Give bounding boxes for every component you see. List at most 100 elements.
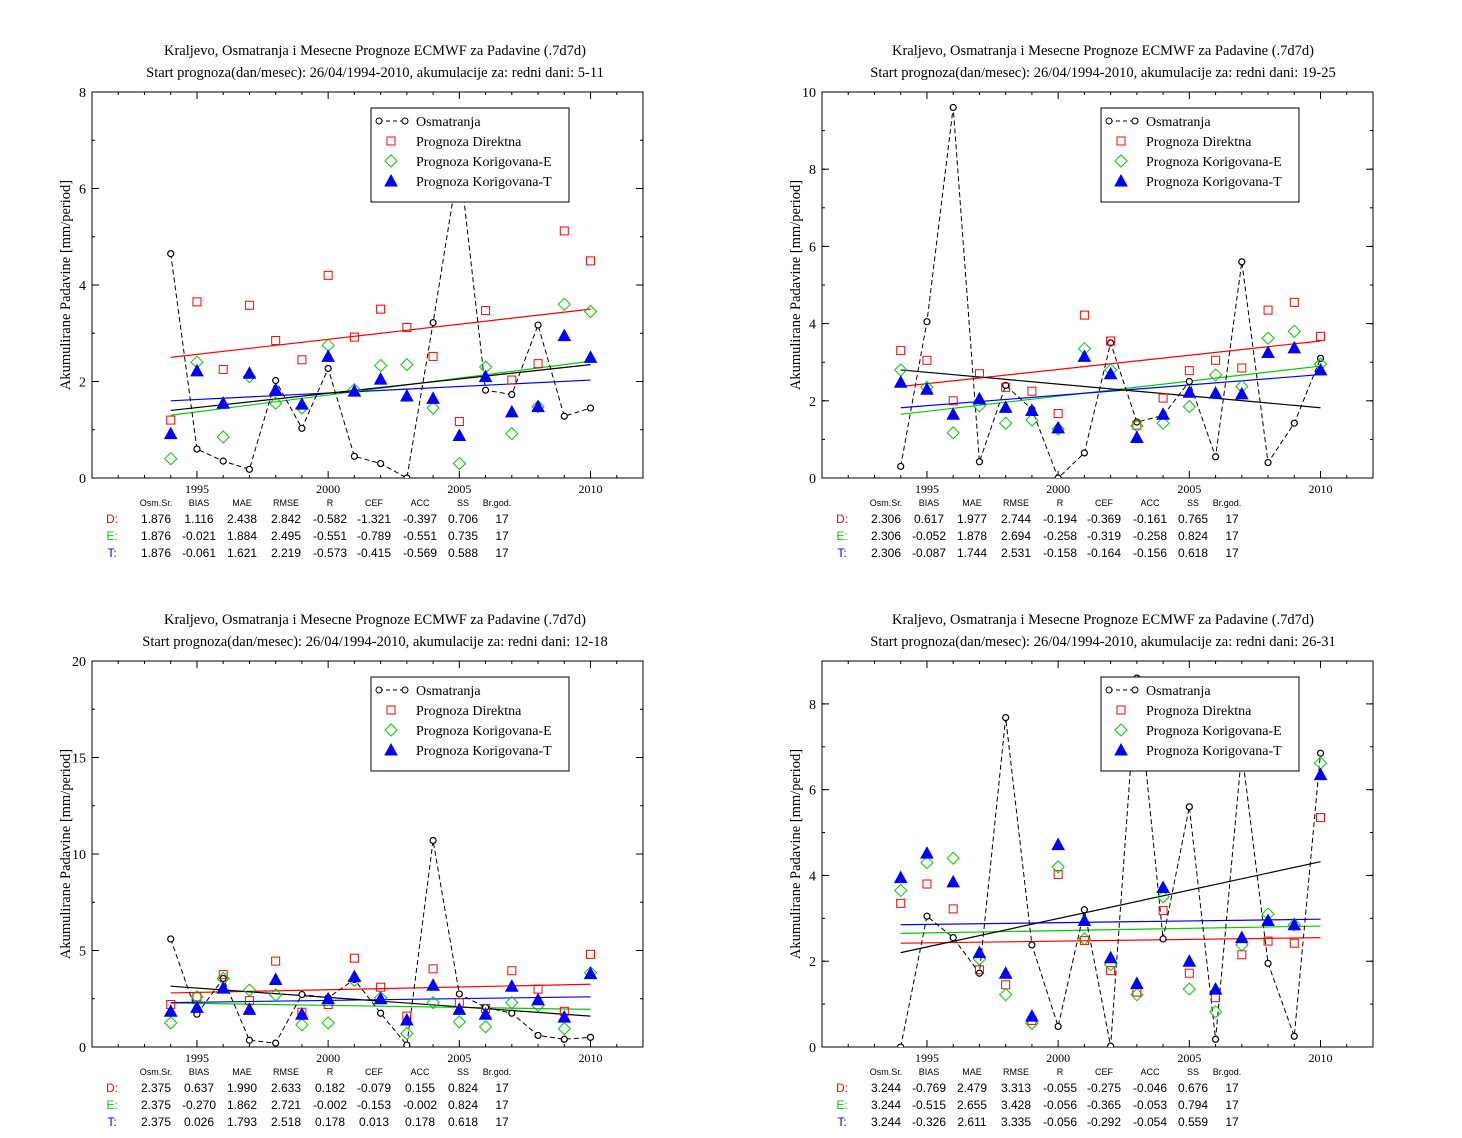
- corr-t-marker: [1261, 913, 1275, 926]
- stats-header: R: [327, 1067, 334, 1077]
- stats-value: -0.002: [403, 1098, 437, 1112]
- stats-value: 2.694: [1001, 529, 1031, 543]
- obs-marker: [560, 1035, 568, 1043]
- direct-marker: [974, 965, 984, 975]
- obs-marker: [508, 390, 516, 399]
- corr-e-marker: [426, 401, 440, 415]
- stats-header: Br.god.: [483, 498, 512, 508]
- stats-header: RMSE: [1003, 498, 1029, 508]
- direct-marker: [166, 415, 176, 425]
- corr-t-marker: [583, 350, 598, 363]
- corr-t-marker: [163, 1004, 178, 1017]
- obs-marker: [534, 1031, 542, 1040]
- stats-header: MAE: [962, 1067, 982, 1077]
- corr-t-marker: [426, 391, 440, 404]
- corr-t-marker: [347, 384, 362, 397]
- stats-value: 0.155: [405, 1081, 435, 1095]
- stats-value: 1.116: [184, 512, 213, 526]
- stats-value: 2.655: [957, 1098, 987, 1112]
- corr-e-marker: [1313, 756, 1328, 770]
- stats-value: 3.244: [871, 1115, 901, 1129]
- legend-label-corr-e: Prognoza Korigovana-E: [1146, 155, 1282, 170]
- corr-t-marker: [504, 404, 519, 418]
- stats-value: 1.977: [957, 512, 987, 526]
- obs-marker: [1159, 935, 1167, 943]
- corr-t-marker: [384, 742, 398, 756]
- corr-e-marker: [384, 154, 398, 168]
- stats-row-label: E:: [836, 529, 847, 543]
- stats-value: -0.369: [1087, 512, 1121, 526]
- stats-value: 1.990: [227, 1081, 257, 1095]
- stats-header: BIAS: [189, 498, 210, 508]
- direct-marker: [586, 256, 596, 266]
- direct-marker: [218, 970, 228, 980]
- obs-marker: [324, 364, 332, 373]
- stats-value: 0.824: [1178, 529, 1208, 543]
- legend-marker-obs: [375, 117, 383, 125]
- stats-header: Br.god.: [483, 1067, 512, 1077]
- plot-area: [163, 155, 598, 478]
- obs-marker: [1133, 418, 1141, 426]
- direct-marker: [1237, 950, 1247, 960]
- stats-value: -0.319: [1087, 529, 1121, 543]
- direct-marker: [349, 953, 359, 963]
- stats-value: -0.551: [403, 529, 437, 543]
- corr-e-marker: [400, 357, 414, 372]
- corr-e-trend-line: [900, 925, 1321, 934]
- corr-t-marker: [972, 391, 987, 405]
- stats-header: CEF: [365, 1067, 384, 1077]
- direct-marker: [1053, 870, 1063, 880]
- stats-value: 17: [495, 1081, 509, 1095]
- stats-value: -0.789: [357, 529, 391, 543]
- direct-marker: [1316, 331, 1326, 341]
- corr-t-marker: [531, 992, 545, 1006]
- corr-e-marker: [452, 1015, 467, 1029]
- corr-t-marker: [1051, 420, 1065, 434]
- legend-marker-obs: [401, 686, 409, 694]
- direct-marker: [922, 355, 932, 365]
- obs-marker: [1211, 453, 1220, 461]
- obs-marker: [245, 1036, 254, 1044]
- corr-e-trend-line: [170, 360, 591, 416]
- corr-t-trend-line: [900, 373, 1321, 409]
- stats-value: 0.618: [448, 1115, 478, 1129]
- corr-t-marker: [1077, 913, 1092, 926]
- direct-marker: [323, 270, 333, 280]
- obs-marker: [429, 836, 437, 845]
- stats-row-label: E:: [106, 1098, 117, 1112]
- stats-value: 3.335: [1001, 1115, 1031, 1129]
- stats-row-label: E:: [836, 1098, 847, 1112]
- corr-t-marker: [1051, 837, 1065, 851]
- legend-label-corr-t: Prognoza Korigovana-T: [416, 744, 552, 759]
- stats-value: -0.258: [1133, 529, 1167, 543]
- legend-marker-obs: [1105, 686, 1113, 694]
- stats-value: 0.824: [448, 1081, 478, 1095]
- stats-value: 2.306: [871, 529, 901, 543]
- corr-t-marker: [1313, 362, 1328, 376]
- stats-value: -0.397: [403, 512, 437, 526]
- obs-marker: [219, 457, 227, 465]
- obs-marker: [560, 412, 568, 420]
- obs-marker: [403, 1041, 411, 1047]
- corr-t-marker: [893, 870, 908, 884]
- corr-t-marker: [400, 1012, 414, 1026]
- direct-marker: [1079, 310, 1089, 320]
- legend: Osmatranja Prognoza Direktna Prognoza Kori…: [1100, 107, 1300, 203]
- y-tick-label: 4: [809, 869, 816, 884]
- legend-label-direct: Prognoza Direktna: [416, 704, 522, 719]
- stats-value: 0.617: [914, 512, 944, 526]
- direct-marker: [1001, 382, 1011, 392]
- chart-title: Kraljevo, Osmatranja i Mesecne Prognoze …: [892, 43, 1314, 59]
- x-tick-label: 2005: [1177, 482, 1201, 496]
- chart-title: Kraljevo, Osmatranja i Mesecne Prognoze …: [164, 43, 586, 59]
- stats-value: -0.156: [1133, 546, 1167, 560]
- direct-marker: [1237, 363, 1247, 373]
- obs-marker: [923, 912, 931, 920]
- direct-marker: [1289, 938, 1299, 948]
- corr-e-marker: [920, 855, 934, 870]
- corr-e-marker: [400, 1026, 414, 1041]
- direct-marker: [402, 322, 412, 332]
- corr-t-marker: [1182, 954, 1197, 967]
- direct-marker: [1184, 968, 1194, 978]
- corr-t-marker: [216, 396, 231, 409]
